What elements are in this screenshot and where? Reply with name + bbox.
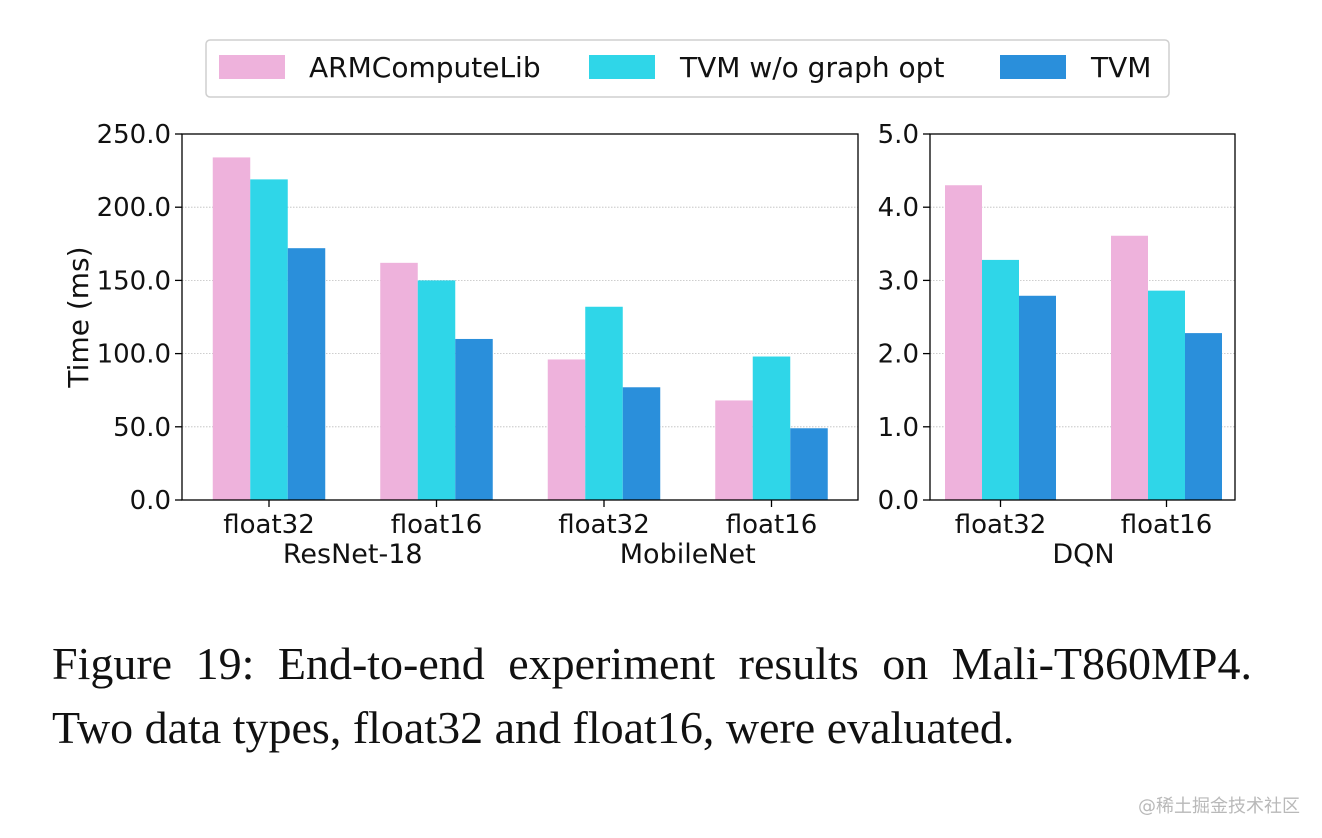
legend-swatch-tvm-wo-graph-opt [589, 55, 655, 79]
y-tick-label: 250.0 [97, 120, 171, 150]
legend-label-tvm: TVM [1090, 51, 1151, 84]
bar-tvm-w-o-graph-opt [585, 306, 623, 500]
bar-armcomputelib [380, 262, 418, 500]
group-label-dqn: DQN [1052, 539, 1114, 570]
x-tick-label: float32 [558, 510, 650, 540]
y-tick-label: 5.0 [878, 120, 919, 150]
bar-armcomputelib [212, 157, 251, 500]
bar-tvm [455, 338, 493, 500]
group-label-mobilenet: MobileNet [620, 539, 756, 570]
bar-tvm-w-o-graph-opt [982, 259, 1019, 500]
bar-armcomputelib [945, 185, 982, 501]
bar-tvm [790, 428, 828, 500]
bar-tvm-w-o-graph-opt [752, 356, 791, 500]
bar-armcomputelib [715, 400, 753, 500]
legend-frame [205, 39, 1170, 98]
bar-tvm [1019, 295, 1056, 500]
chart-panel-left: 0.0 50.0 100.0 150.0 200.0 250.0 float32 float… [62, 120, 859, 570]
x-tick-label: float16 [726, 510, 818, 540]
bar-tvm-w-o-graph-opt [417, 280, 456, 500]
legend-swatch-armcomputelib [219, 55, 285, 79]
plot-frame-left [181, 133, 859, 501]
y-tick-label: 2.0 [878, 340, 919, 370]
y-tick-label: 50.0 [113, 413, 171, 443]
legend: ARMComputeLib TVM w/o graph opt TVM [205, 39, 1170, 98]
x-tick-label: float32 [955, 510, 1047, 540]
bars-left [212, 157, 828, 500]
y-tick-label: 100.0 [97, 340, 171, 370]
bar-armcomputelib [547, 359, 586, 500]
legend-swatch-tvm [1000, 55, 1066, 79]
figure-caption: Figure 19: End-to-end experiment results… [52, 638, 1252, 753]
bar-tvm [1185, 333, 1222, 500]
y-tick-label: 4.0 [878, 193, 919, 223]
legend-label-tvm-wo-graph-opt: TVM w/o graph opt [679, 51, 944, 84]
y-tick-label: 1.0 [878, 413, 919, 443]
x-tick-label: float16 [391, 510, 483, 540]
y-tick-label: 0.0 [878, 486, 919, 516]
y-tick-label: 3.0 [878, 266, 919, 296]
legend-label-armcomputelib: ARMComputeLib [309, 51, 541, 84]
y-tick-label: 200.0 [97, 193, 171, 223]
x-tick-label: float32 [223, 510, 315, 540]
bar-tvm-w-o-graph-opt [1148, 290, 1185, 500]
bar-armcomputelib [1111, 235, 1148, 501]
y-axis-right: 0.0 1.0 2.0 3.0 4.0 5.0 [878, 120, 930, 516]
plot-frame-right [929, 133, 1236, 501]
bar-tvm-w-o-graph-opt [250, 179, 288, 500]
bars-right [945, 185, 1222, 501]
bar-tvm [287, 248, 326, 500]
group-label-resnet-18: ResNet-18 [283, 539, 423, 570]
y-tick-label: 0.0 [130, 486, 171, 516]
y-tick-label: 150.0 [97, 266, 171, 296]
y-axis-label: Time (ms) [62, 246, 95, 388]
x-tick-label: float16 [1121, 510, 1213, 540]
bar-tvm [622, 387, 661, 500]
figure-chart: ARMComputeLib TVM w/o graph opt TVM 0.0 5… [62, 39, 1236, 570]
y-axis-left: 0.0 50.0 100.0 150.0 200.0 250.0 [97, 120, 182, 516]
watermark-text: @稀土掘金技术社区 [1138, 796, 1300, 817]
